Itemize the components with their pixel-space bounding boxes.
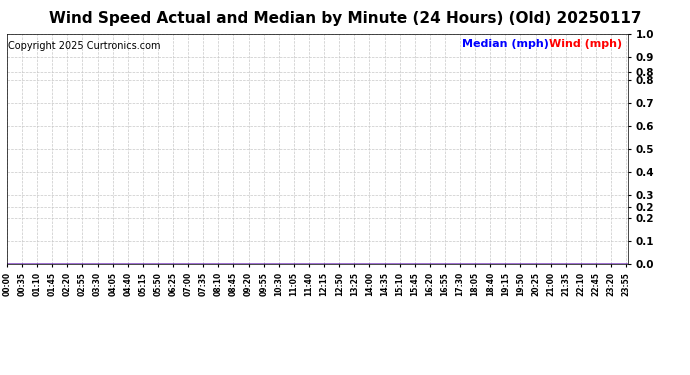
Text: Wind Speed Actual and Median by Minute (24 Hours) (Old) 20250117: Wind Speed Actual and Median by Minute (… (49, 11, 641, 26)
Text: Copyright 2025 Curtronics.com: Copyright 2025 Curtronics.com (8, 40, 160, 51)
Legend: Median (mph), Wind (mph): Median (mph), Wind (mph) (462, 39, 622, 49)
